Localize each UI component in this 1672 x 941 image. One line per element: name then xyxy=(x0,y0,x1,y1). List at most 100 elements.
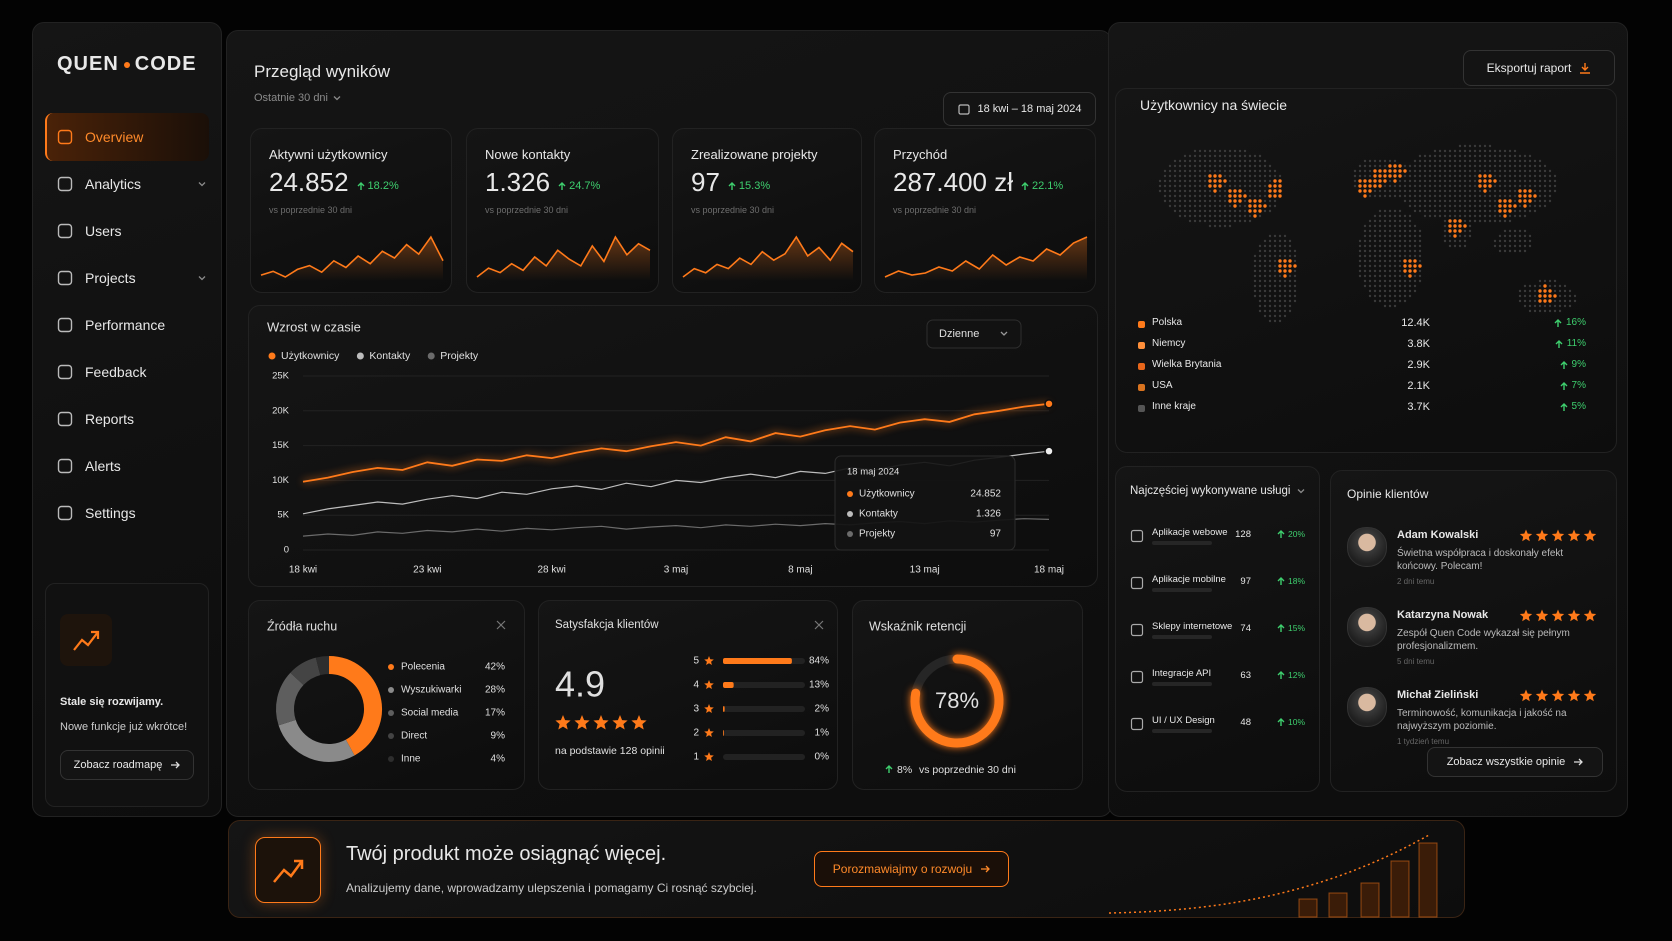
nav-item[interactable]: Feedback xyxy=(57,359,207,385)
map-dot xyxy=(1243,154,1247,158)
map-dot xyxy=(1518,154,1522,158)
map-dot xyxy=(1403,169,1407,173)
service-icon-shape xyxy=(1130,576,1144,590)
promo-button[interactable]: Zobacz roadmapę xyxy=(60,750,194,780)
map-dot xyxy=(1398,284,1402,288)
arrow-path xyxy=(1277,671,1285,679)
map-dot xyxy=(1368,219,1372,223)
map-dot xyxy=(1213,204,1217,208)
map-dot xyxy=(1248,214,1252,218)
map-dot xyxy=(1378,169,1382,173)
map-dot xyxy=(1448,174,1452,178)
nav-item[interactable]: Overview xyxy=(57,124,207,150)
map-dot xyxy=(1418,154,1422,158)
map-dot xyxy=(1373,239,1377,243)
map-dot xyxy=(1388,189,1392,193)
map-dot xyxy=(1483,219,1487,223)
sparkline xyxy=(884,236,1088,281)
map-dot xyxy=(1288,269,1292,273)
star xyxy=(1535,529,1549,542)
map-dot xyxy=(1403,219,1407,223)
map-dot xyxy=(1473,149,1477,153)
map-dot xyxy=(1238,164,1242,168)
service-count: 74 xyxy=(1240,623,1251,634)
map-dot xyxy=(1203,199,1207,203)
review-time: 5 dni temu xyxy=(1397,657,1435,666)
map-dot xyxy=(1393,259,1397,263)
map-dot xyxy=(1393,244,1397,248)
map-dot xyxy=(1268,254,1272,258)
map-dot xyxy=(1378,224,1382,228)
nav-item[interactable]: Alerts xyxy=(57,453,207,479)
calendar-shape xyxy=(957,104,970,115)
map-dot xyxy=(1273,304,1277,308)
map-dot xyxy=(1268,319,1272,323)
map-dot xyxy=(1443,219,1447,223)
map-dot xyxy=(1508,199,1512,203)
kpi-value: 97 xyxy=(691,167,720,197)
map-dot xyxy=(1478,199,1482,203)
map-dot xyxy=(1453,179,1457,183)
nav-item[interactable]: Analytics xyxy=(57,171,207,197)
map-dot xyxy=(1198,189,1202,193)
star xyxy=(1535,609,1549,622)
nav-item[interactable]: Reports xyxy=(57,406,207,432)
map-dot xyxy=(1258,184,1262,188)
map-dot xyxy=(1218,224,1222,228)
map-dot xyxy=(1228,219,1232,223)
map-dot xyxy=(1488,199,1492,203)
nav-item[interactable]: Performance xyxy=(57,312,207,338)
map-dot xyxy=(1488,209,1492,213)
map-dot xyxy=(1248,209,1252,213)
map-dot xyxy=(1248,164,1252,168)
map-dot xyxy=(1408,249,1412,253)
map-dot xyxy=(1383,294,1387,298)
map-dot xyxy=(1533,169,1537,173)
map-dot xyxy=(1548,294,1552,298)
nav-icon-shape xyxy=(57,129,73,145)
map-dot xyxy=(1213,179,1217,183)
nav-item[interactable]: Settings xyxy=(57,500,207,526)
map-dot xyxy=(1513,229,1517,233)
map-dot xyxy=(1518,189,1522,193)
review-text: Świetna współpraca i doskonały efekt koń… xyxy=(1397,548,1564,572)
map-dot xyxy=(1408,194,1412,198)
rating-stars xyxy=(1519,609,1597,622)
map-dot xyxy=(1368,269,1372,273)
map-dot xyxy=(1393,249,1397,253)
map-dot xyxy=(1563,299,1567,303)
map-dot xyxy=(1283,249,1287,253)
nav-item[interactable]: Projects xyxy=(57,265,207,291)
date-range[interactable]: 18 kwi – 18 maj 2024 xyxy=(943,92,1096,126)
map-dot xyxy=(1358,249,1362,253)
map-dot xyxy=(1478,214,1482,218)
map-dot xyxy=(1458,194,1462,198)
map-dot xyxy=(1448,149,1452,153)
deco-bar xyxy=(1328,892,1348,918)
map-dot xyxy=(1278,279,1282,283)
map-dot xyxy=(1233,154,1237,158)
map-dot xyxy=(1253,199,1257,203)
map-dot xyxy=(1388,174,1392,178)
nav-item[interactable]: Users xyxy=(57,218,207,244)
map-dot xyxy=(1518,234,1522,238)
banner-button[interactable]: Porozmawiajmy o rozwoju xyxy=(814,851,1009,887)
map-dot xyxy=(1418,264,1422,268)
map-dot xyxy=(1198,199,1202,203)
map-dot xyxy=(1418,249,1422,253)
arrow-path xyxy=(1554,318,1562,327)
map-dot xyxy=(1368,244,1372,248)
map-dot xyxy=(1378,264,1382,268)
map-dot xyxy=(1423,189,1427,193)
map-dot xyxy=(1488,184,1492,188)
export-button[interactable]: Eksportuj raport xyxy=(1463,50,1615,86)
donut-segment xyxy=(290,657,321,686)
legend-label: Polecenia xyxy=(401,662,445,673)
map-dot xyxy=(1538,279,1542,283)
period-select[interactable]: Ostatnie 30 dni xyxy=(254,92,342,104)
map-dot xyxy=(1293,299,1297,303)
map-dot xyxy=(1233,209,1237,213)
map-dot xyxy=(1268,279,1272,283)
service-change: 15% xyxy=(1277,623,1305,633)
reviews-button[interactable]: Zobacz wszystkie opinie xyxy=(1427,747,1603,777)
